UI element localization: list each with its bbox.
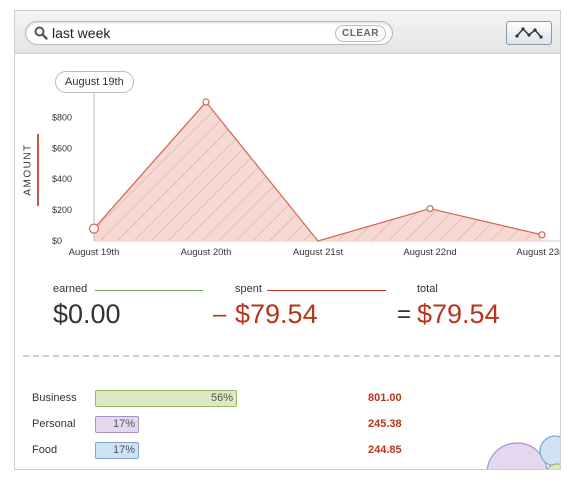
category-bar: 56% [95,390,237,407]
date-tooltip: August 19th [55,71,134,93]
series-line [93,101,543,242]
spent-label: spent [235,283,262,295]
category-percent: 17% [112,444,135,456]
category-name: Business [32,392,77,404]
total-value: $79.54 [417,299,500,329]
app-window: CLEAR $0 $200 $400 $600 $800 August 19th Augu… [14,10,561,470]
category-row-business[interactable]: Business 56% 801.00 [15,389,560,409]
x-tick-label: August 21st [293,247,344,258]
y-axis-label-marker [37,134,39,206]
x-tick-label: August 19th [69,247,120,258]
search-input[interactable] [52,24,342,42]
category-name: Personal [32,418,76,430]
category-amount: 244.85 [368,444,402,456]
total-label: total [417,283,438,295]
search-icon [34,26,48,40]
section-divider [23,355,560,357]
x-tick-label: August 23rd [516,247,560,258]
category-row-food[interactable]: Food 17% 244.85 [15,441,560,461]
search-box[interactable]: CLEAR [25,21,393,45]
data-point [88,223,100,234]
y-tick-label: $200 [52,205,72,215]
category-amount: 801.00 [368,392,402,404]
y-tick-label: $800 [52,112,72,122]
y-tick-label: $400 [52,174,72,184]
data-point [202,98,210,106]
category-percent: 56% [210,392,233,404]
category-bar: 17% [95,442,139,459]
spent-value: $79.54 [235,299,318,329]
chart-type-toggle-button[interactable] [506,21,552,45]
data-point [538,231,546,239]
category-name: Food [32,444,58,456]
toolbar: CLEAR [15,11,560,54]
y-tick-label: $600 [52,143,72,153]
earned-value: $0.00 [53,299,121,329]
category-bubble-chart [486,435,561,470]
earned-rule [95,290,203,291]
bubble-personal[interactable] [486,442,548,470]
data-point [426,204,434,213]
earned-label: earned [53,283,88,295]
category-amount: 245.38 [368,418,402,430]
category-bar: 17% [95,416,139,433]
line-chart-icon [515,27,543,39]
category-percent: 17% [112,418,135,430]
clear-button[interactable]: CLEAR [335,25,386,42]
spending-chart: $0 $200 $400 $600 $800 August 19th August 20t… [15,54,560,274]
category-row-personal[interactable]: Personal 17% 245.38 [15,415,560,435]
area-chart: $0 $200 $400 $600 $800 August 19th August 20t… [52,92,560,258]
totals-summary: earned $0.00 – spent $79.54 = total $79.… [15,281,560,341]
x-tick-label: August 22nd [403,247,456,258]
spent-rule [267,290,386,291]
y-tick-label: $0 [52,236,62,246]
area-fill [94,102,542,241]
minus-sign: – [213,301,227,328]
y-axis-label: AMOUNT [22,143,34,196]
x-tick-label: August 20th [181,247,232,258]
bubble-business[interactable] [545,463,561,470]
equals-sign: = [397,301,412,328]
